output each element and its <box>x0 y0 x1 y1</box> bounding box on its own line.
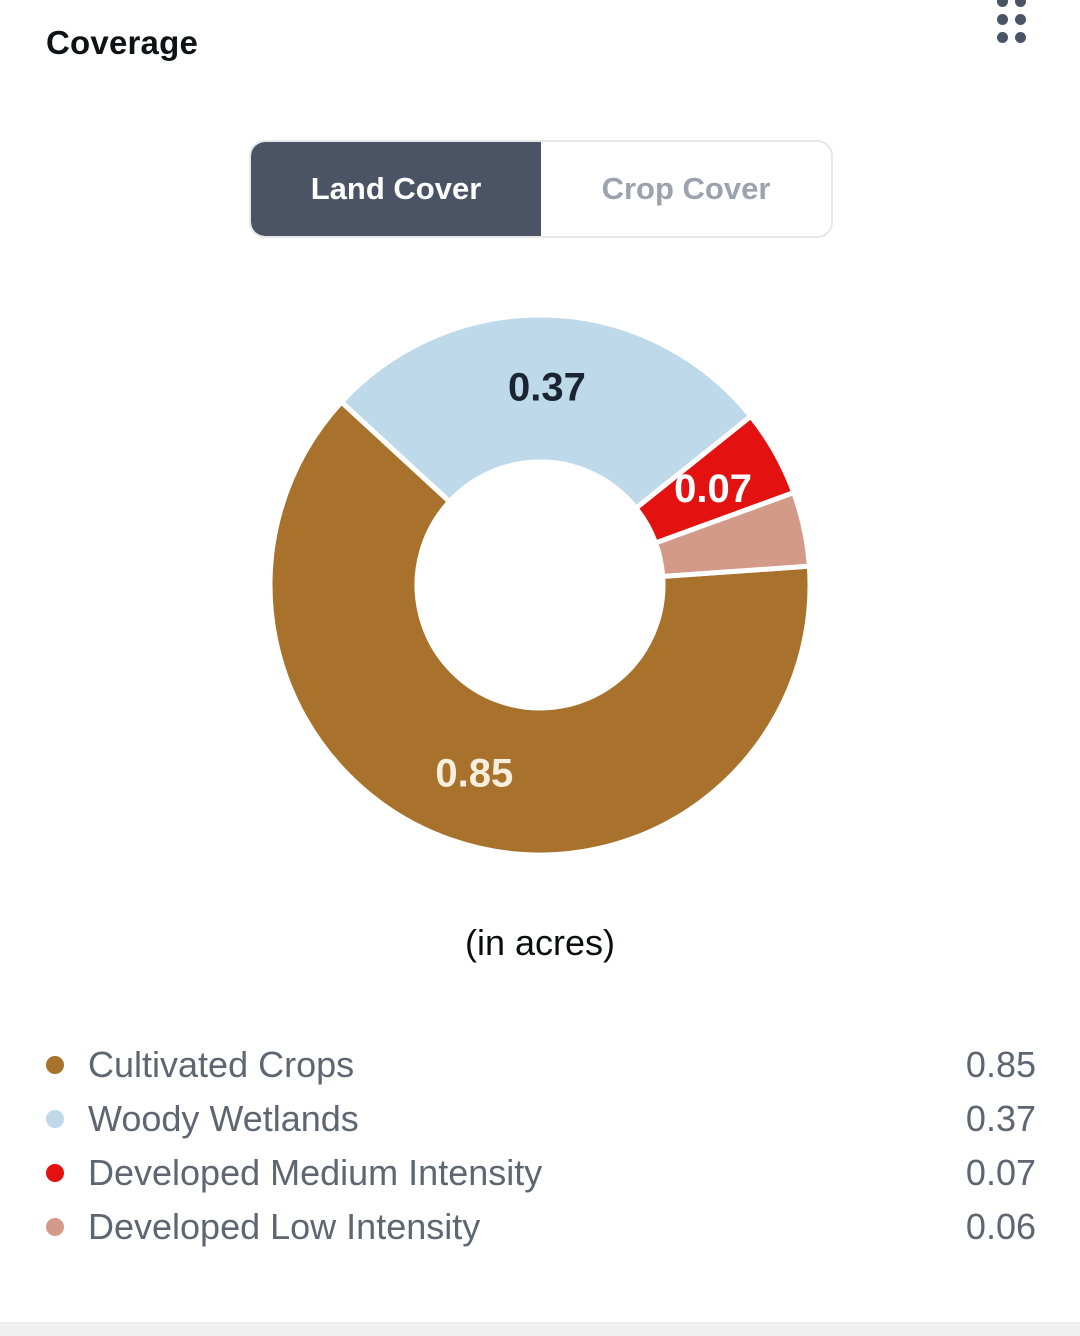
legend-color-dot <box>46 1164 64 1182</box>
donut-chart: 0.85 0.37 0.07 <box>267 312 813 858</box>
legend-value: 0.85 <box>965 1044 1036 1085</box>
legend-label: Developed Medium Intensity <box>88 1152 543 1193</box>
legend-item: Woody Wetlands 0.37 <box>46 1092 1036 1146</box>
legend-label: Woody Wetlands <box>88 1098 359 1139</box>
slice-value-label: 0.85 <box>435 751 513 795</box>
donut-slice-cultivated-crops[interactable] <box>267 399 813 858</box>
page-title: Coverage <box>46 24 199 61</box>
bottom-bar <box>0 1322 1080 1336</box>
chart-unit-caption: (in acres) <box>464 922 616 963</box>
donut-chart-container: 0.85 0.37 0.07 <box>260 305 820 865</box>
legend-item: Developed Medium Intensity 0.07 <box>46 1146 1036 1200</box>
legend-label: Cultivated Crops <box>88 1044 355 1085</box>
tab-land-cover[interactable]: Land Cover <box>251 142 541 236</box>
legend-value: 0.06 <box>965 1206 1036 1247</box>
slice-value-label: 0.37 <box>508 366 586 410</box>
donut-slice-developed-low-intensity[interactable] <box>653 490 812 579</box>
grip-dots-icon[interactable] <box>997 0 1026 43</box>
slice-value-label: 0.07 <box>674 467 752 511</box>
legend-color-dot <box>46 1056 64 1074</box>
tab-crop-cover[interactable]: Crop Cover <box>541 142 831 236</box>
legend: Cultivated Crops 0.85 Woody Wetlands 0.37 De… <box>46 1038 1036 1254</box>
legend-color-dot <box>46 1218 64 1236</box>
legend-value: 0.07 <box>965 1152 1036 1193</box>
legend-label: Developed Low Intensity <box>88 1206 481 1247</box>
donut-slice-woody-wetlands[interactable] <box>338 312 754 511</box>
legend-item: Cultivated Crops 0.85 <box>46 1038 1036 1092</box>
legend-value: 0.37 <box>965 1098 1036 1139</box>
coverage-toggle: Land Cover Crop Cover <box>249 140 833 238</box>
legend-color-dot <box>46 1110 64 1128</box>
legend-item: Developed Low Intensity 0.06 <box>46 1200 1036 1254</box>
